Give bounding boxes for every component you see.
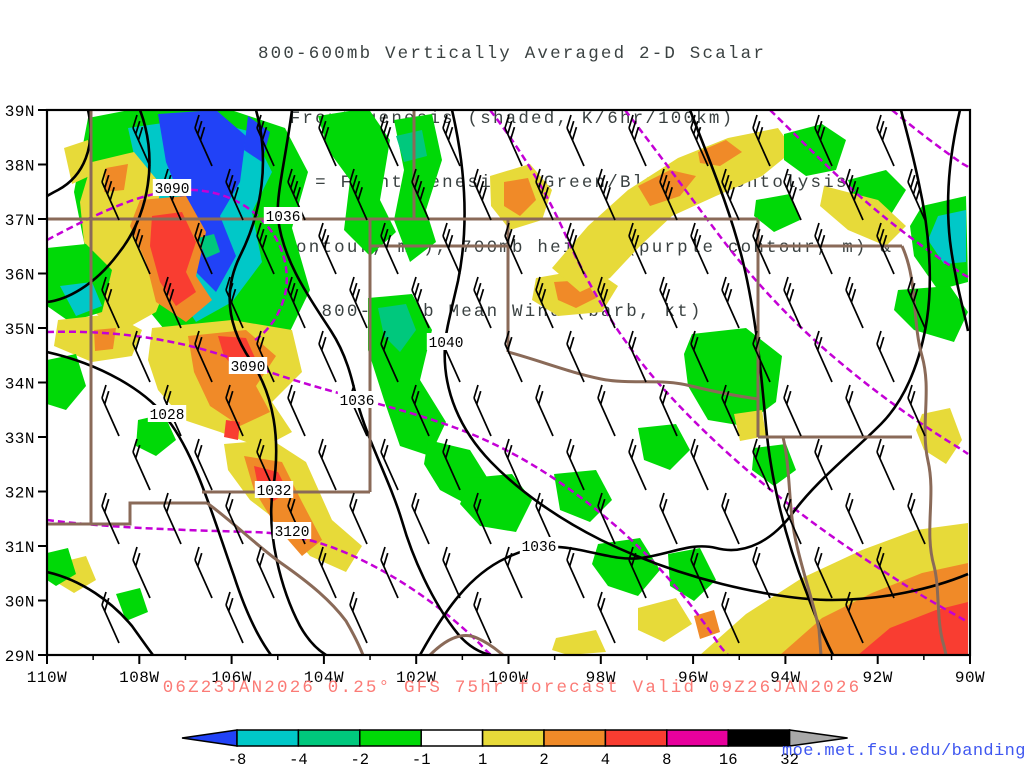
lon-tick-label: 92W (863, 669, 893, 687)
lon-tick-label: 102W (396, 669, 436, 687)
colorbar-tick-label: 8 (662, 751, 671, 768)
contour-value-label: 1040 (429, 336, 464, 352)
title-line-1: 800-600mb Vertically Averaged 2-D Scalar (257, 44, 767, 64)
colorbar-segment (666, 729, 729, 747)
contour-value-label: 1036 (522, 540, 557, 556)
lat-tick-label: 33N (5, 430, 35, 448)
colorbar-tick-label: 16 (719, 751, 738, 768)
lon-tick-label: 106W (211, 669, 251, 687)
colorbar-tick-label: 4 (601, 751, 610, 768)
colorbar-tick-label: -2 (350, 751, 369, 768)
colorbar-segment (359, 729, 422, 747)
contour-value-label: 1036 (266, 210, 301, 226)
lon-tick-label: 104W (304, 669, 344, 687)
lon-tick-label: 96W (678, 669, 708, 687)
contour-value-label: 1032 (257, 484, 292, 500)
colorbar-tick-label: -4 (289, 751, 308, 768)
colorbar-tick-label: -8 (228, 751, 247, 768)
colorbar-segment (481, 729, 545, 747)
contour-value-label: 1036 (340, 394, 375, 410)
lat-tick-label: 39N (5, 103, 35, 121)
lat-tick-label: 38N (5, 158, 35, 176)
colorbar-segment (420, 729, 484, 747)
state-border-layer (47, 110, 948, 655)
lat-tick-label: 37N (5, 212, 35, 230)
contour-value-label: 3090 (231, 360, 266, 376)
forecast-label: 06Z23JAN2026 0.25° GFS 75hr forecast Val… (162, 678, 862, 698)
colorbar-segment (543, 729, 607, 747)
colorbar-under-arrow (181, 729, 238, 747)
lat-tick-label: 36N (5, 267, 35, 285)
lon-tick-label: 100W (488, 669, 528, 687)
colorbar-tick-label: -1 (412, 751, 431, 768)
height-contour-layer (47, 110, 969, 655)
colorbar-segment (297, 729, 361, 747)
colorbar-tick-label: 32 (780, 751, 799, 768)
lat-tick-label: 32N (5, 485, 35, 503)
axis-layer: 39N 38N 37N 36N 35N 34N 33N 32N 31N 30N 29N 110W 108… (5, 103, 985, 687)
lat-tick-label: 29N (5, 648, 35, 666)
lon-tick-label: 90W (955, 669, 985, 687)
contour-value-label: 3120 (275, 525, 310, 541)
lon-tick-label: 94W (770, 669, 800, 687)
lat-tick-label: 30N (5, 594, 35, 612)
lon-tick-label: 98W (586, 669, 616, 687)
map-layers (47, 110, 970, 655)
colorbar-over-arrow (788, 729, 848, 747)
colorbar-tick-label: 2 (539, 751, 548, 768)
lat-tick-label: 31N (5, 539, 35, 557)
lat-tick-label: 34N (5, 376, 35, 394)
colorbar-segment (236, 729, 300, 747)
lat-tick-label: 35N (5, 321, 35, 339)
contour-value-label: 1028 (150, 408, 185, 424)
colorbar-tick-label: 1 (478, 751, 487, 768)
contour-value-label: 3090 (155, 182, 190, 198)
colorbar-segment (604, 729, 668, 747)
lon-tick-label: 110W (27, 669, 67, 687)
credit-link[interactable]: moe.met.fsu.edu/banding (782, 742, 1024, 761)
colorbar: -8 -4 -2 -1 1 2 4 8 16 32 (181, 729, 848, 768)
contour-label-layer: 3090 1036 1040 3090 1036 1028 1032 3120 1036 (147, 179, 559, 556)
lon-tick-label: 108W (119, 669, 159, 687)
colorbar-segment (727, 729, 791, 747)
